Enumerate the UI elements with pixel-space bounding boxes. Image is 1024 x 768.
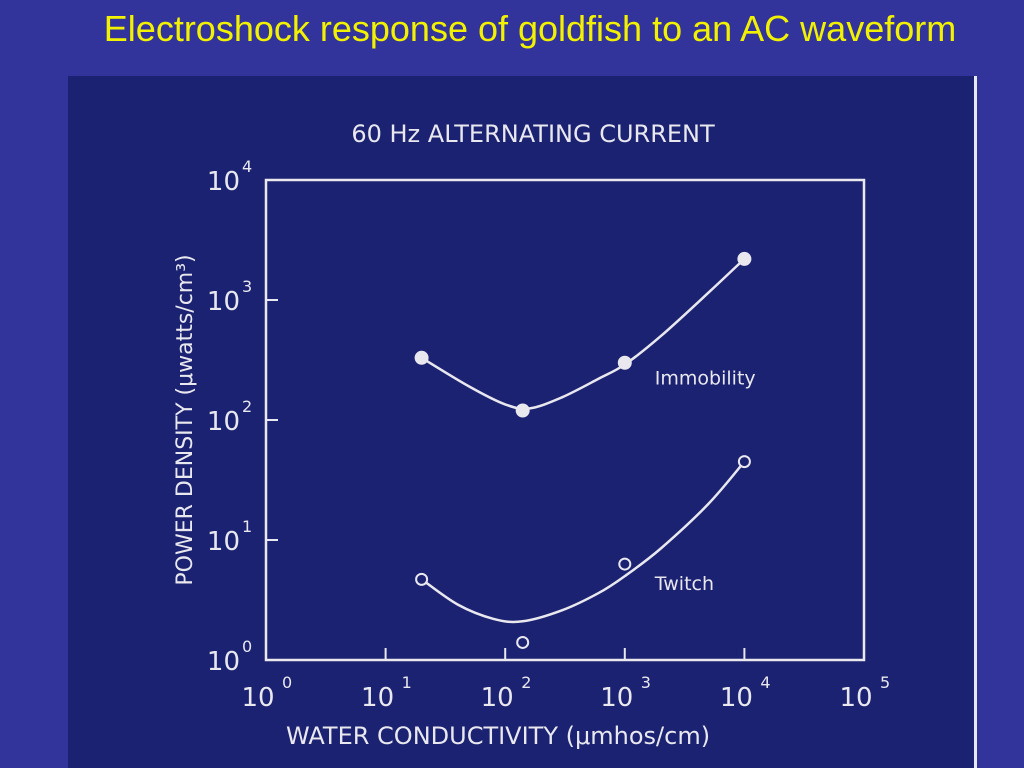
immobility-point-0 [414,350,429,365]
x-tick-exponent-1: 1 [402,673,412,692]
y-tick-label-0: 10 [207,647,240,677]
y-tick-label-3: 10 [207,287,240,317]
immobility-point-2 [617,355,632,370]
x-tick-label-5: 10 [839,683,872,713]
chart-svg: 60 Hz ALTERNATING CURRENT 10010110210310… [173,120,890,750]
x-tick-exponent-4: 4 [760,673,770,692]
y-tick-exponent-0: 0 [242,637,252,656]
x-axis-ticks: 10 0 10 1 10 2 10 3 10 4 10 5 [241,648,890,713]
y-tick-label-4: 10 [207,167,240,197]
x-tick-label-3: 10 [600,683,633,713]
twitch-point-2 [618,557,632,571]
y-axis-label: POWER DENSITY (μwatts/cm³) [173,254,198,585]
x-tick-label-4: 10 [720,683,753,713]
plot-frame [264,178,866,662]
figure-edge [974,76,977,768]
twitch-series-label: Twitch [654,573,714,595]
slide-title: Electroshock response of goldfish to an … [103,8,957,49]
chart-title: 60 Hz ALTERNATING CURRENT [351,120,715,148]
immobility-series-label: Immobility [655,368,756,390]
y-tick-label-1: 10 [207,527,240,557]
twitch-point-3 [737,455,751,469]
x-tick-exponent-5: 5 [880,673,890,692]
y-tick-exponent-4: 4 [242,157,252,176]
series-labels: Immobility Twitch [654,368,756,595]
x-tick-label-2: 10 [481,683,514,713]
x-tick-label-1: 10 [361,683,394,713]
x-tick-label-0: 10 [241,683,274,713]
y-tick-exponent-1: 1 [242,517,252,536]
twitch-curve [420,460,746,624]
y-tick-exponent-3: 3 [242,277,252,296]
twitch-point-0 [415,572,429,586]
fitted-curves [420,257,746,624]
x-tick-exponent-2: 2 [521,673,531,692]
x-tick-exponent-3: 3 [641,673,651,692]
data-points [414,251,752,649]
immobility-curve [420,257,746,411]
x-tick-exponent-0: 0 [282,673,292,692]
twitch-point-1 [516,635,530,649]
immobility-point-3 [737,251,752,266]
x-axis-label: WATER CONDUCTIVITY (μmhos/cm) [286,722,710,750]
y-tick-label-2: 10 [207,407,240,437]
y-tick-exponent-2: 2 [242,397,252,416]
immobility-point-1 [515,403,530,418]
chart-figure: 60 Hz ALTERNATING CURRENT 10 0 10 1 10 2 10 3 10… [68,76,974,768]
